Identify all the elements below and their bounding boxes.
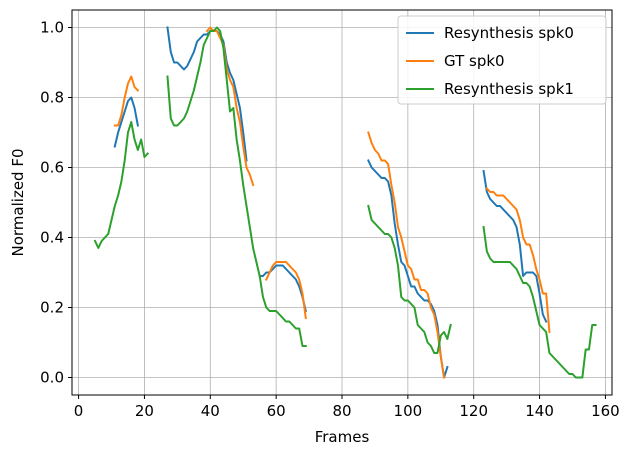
series-line [485,187,551,334]
series-line [264,261,307,320]
x-axis-ticks: 0 20 40 60 80 100 120 140 160 [74,395,620,420]
legend-label: Resynthesis spk0 [444,24,574,42]
x-tick-label: 140 [525,402,554,420]
x-tick-label: 80 [332,402,351,420]
series-line [258,264,307,313]
x-tick-label: 20 [135,402,154,420]
series-resynthesis-spk1 [93,26,597,379]
series-line [93,121,150,249]
x-tick-label: 40 [201,402,220,420]
series-line [482,169,548,323]
series-line [367,204,452,354]
series-line [482,225,597,379]
series-line [113,75,140,127]
series-line [367,159,449,379]
y-axis-label: Normalized F0 [9,148,27,256]
legend-label: GT spk0 [444,52,505,70]
y-tick-label: 0.0 [40,369,64,387]
y-tick-label: 0.4 [40,229,64,247]
series-line [367,131,446,379]
legend-label: Resynthesis spk1 [444,80,574,98]
y-axis-ticks: 0.0 0.2 0.4 0.6 0.8 1.0 [40,19,72,387]
y-tick-label: 0.2 [40,299,64,317]
y-tick-label: 0.8 [40,89,64,107]
y-tick-label: 1.0 [40,19,64,37]
series-resynthesis-spk0 [113,26,548,379]
x-tick-label: 160 [591,402,620,420]
x-tick-label: 100 [394,402,423,420]
legend-box [397,15,607,105]
series-line [113,96,140,148]
series-line [166,26,248,162]
x-axis-label: Frames [315,428,370,446]
legend: Resynthesis spk0 GT spk0 Resynthesis spk1 [397,15,607,105]
series-line [166,26,307,347]
x-tick-label: 120 [459,402,488,420]
y-tick-label: 0.6 [40,159,64,177]
x-tick-label: 0 [74,402,84,420]
x-tick-label: 60 [267,402,286,420]
series-layer [93,26,597,379]
